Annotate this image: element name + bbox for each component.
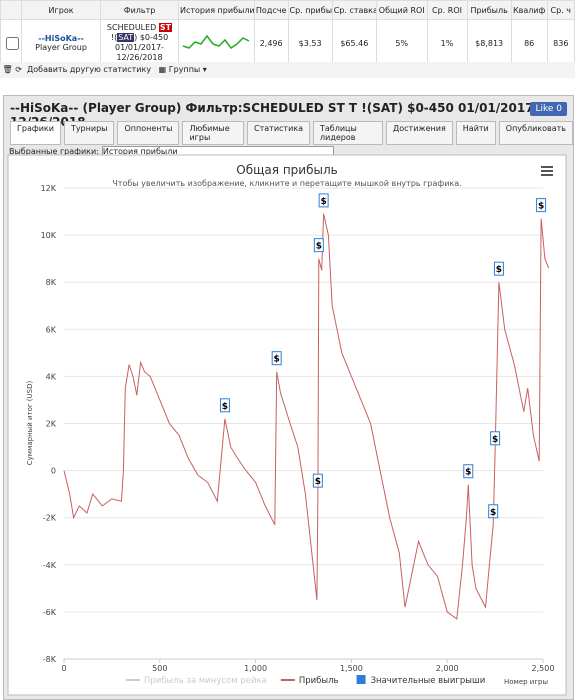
win-marker-label: $: [315, 477, 321, 487]
x-tick-label: 1,000: [244, 664, 267, 673]
menu-icon[interactable]: [541, 166, 553, 176]
profit-line: [63, 213, 550, 620]
th: Фильтр: [100, 0, 179, 20]
x-axis-label: Номер игры: [504, 678, 548, 686]
header-row: Игрок Фильтр История прибыли Подсче Ср. приб…: [0, 0, 575, 20]
win-marker-label: $: [274, 355, 280, 365]
data-row: --HiSoKa-- Player Group SCHEDULED ST !(SAT…: [0, 19, 575, 67]
chart-subtitle: Чтобы увеличить изображение, кликните и …: [112, 179, 461, 188]
win-marker-label: $: [538, 202, 544, 212]
win-marker: [271, 351, 282, 366]
select-value: История прибыли: [102, 147, 178, 156]
filter: !(: [110, 33, 118, 42]
y-tick-label: 4K: [46, 372, 57, 381]
th: Прибыль: [466, 0, 512, 20]
win-marker: [463, 464, 474, 479]
like-button[interactable]: Like 0: [530, 102, 567, 116]
th: Общий ROI: [375, 0, 428, 20]
badge: SAT: [117, 33, 135, 42]
win-marker: [536, 198, 547, 213]
y-tick-label: -4K: [43, 561, 57, 570]
y-tick-label: 0: [51, 467, 56, 476]
tab[interactable]: Графики: [10, 121, 61, 145]
stats-table: Игрок Фильтр История прибыли Подсче Ср. приб…: [0, 0, 575, 67]
sparkline: [183, 34, 250, 50]
win-marker-label: $: [492, 435, 498, 445]
cell: 1%: [426, 19, 468, 67]
win-marker-label: $: [222, 402, 228, 412]
y-tick-label: -6K: [43, 608, 57, 617]
selector-label: Выбранные графики:: [9, 147, 99, 156]
tab[interactable]: Оппоненты: [117, 121, 180, 145]
y-axis-label: Суммарный итог (USD): [26, 381, 34, 466]
th: Игрок: [21, 0, 102, 20]
group: Player Group: [35, 43, 87, 52]
x-tick-label: 0: [61, 664, 66, 673]
win-marker: [490, 431, 501, 446]
filter: 12/26/2018: [116, 53, 163, 62]
win-marker: [219, 398, 230, 413]
filter: ) $0-450: [134, 33, 169, 42]
cell: 836: [546, 19, 575, 67]
win-marker-label: $: [465, 468, 471, 478]
win-marker-label: $: [320, 197, 326, 207]
y-tick-label: -8K: [43, 655, 57, 664]
tab[interactable]: Статистика: [247, 121, 311, 145]
chart-frame: [7, 154, 567, 696]
tab[interactable]: Опубликовать: [498, 121, 573, 145]
th: Ср. ч: [546, 0, 575, 20]
groups[interactable]: Группы: [168, 65, 201, 74]
filter: 01/01/2017-: [115, 43, 165, 52]
legend-label: Прибыль: [299, 676, 339, 686]
y-tick-label: 2K: [46, 420, 57, 429]
th: Ср. прибыл: [287, 0, 333, 20]
checkbox[interactable]: [6, 36, 19, 50]
legend-symbol: [356, 675, 366, 684]
x-tick-label: 1,500: [340, 664, 363, 673]
filter: SCHEDULED: [106, 23, 157, 32]
win-marker: [312, 473, 323, 488]
cell: $8,813: [466, 19, 512, 67]
tab[interactable]: Турниры: [63, 121, 115, 145]
player[interactable]: --HiSoKa--: [38, 34, 84, 43]
y-tick-label: 12K: [41, 184, 57, 193]
x-tick-label: 2,500: [532, 664, 555, 673]
th: Ср. ROI: [426, 0, 468, 20]
win-marker-label: $: [496, 265, 502, 275]
win-marker-label: $: [316, 242, 322, 252]
chart-title: Общая прибыль: [236, 163, 337, 177]
y-tick-label: 10K: [41, 231, 57, 240]
win-marker-label: $: [490, 508, 496, 518]
win-marker: [488, 504, 499, 519]
y-tick-label: 8K: [46, 278, 57, 287]
y-tick-label: 6K: [46, 325, 57, 334]
tab[interactable]: Таблицы лидеров: [313, 121, 383, 145]
win-marker: [313, 238, 324, 253]
legend-label: Прибыль за минусом рейка: [144, 676, 267, 686]
toolbar: 🗑 ⟳ Добавить другую статистику ▦ Группы …: [0, 62, 575, 78]
cell: 5%: [375, 19, 428, 67]
tab[interactable]: Достижения: [386, 121, 453, 145]
cell: 2,496: [253, 19, 289, 67]
cell: $65.46: [331, 19, 377, 67]
win-marker: [493, 261, 504, 276]
x-tick-label: 2,000: [436, 664, 459, 673]
th: Ср. ставка: [331, 0, 377, 20]
tab[interactable]: Любимые игры: [182, 121, 245, 145]
win-marker: [318, 193, 329, 208]
x-tick-label: 500: [152, 664, 167, 673]
badge: ST: [158, 23, 173, 32]
tab[interactable]: Найти: [455, 121, 496, 145]
tabs: Графики Турниры Оппоненты Любимые игры Стати…: [10, 121, 573, 145]
th: История прибыли: [177, 0, 255, 20]
y-tick-label: -2K: [43, 514, 57, 523]
add-stat[interactable]: Добавить другую статистику: [27, 65, 152, 74]
legend-label: Значительные выигрыши: [371, 676, 486, 686]
